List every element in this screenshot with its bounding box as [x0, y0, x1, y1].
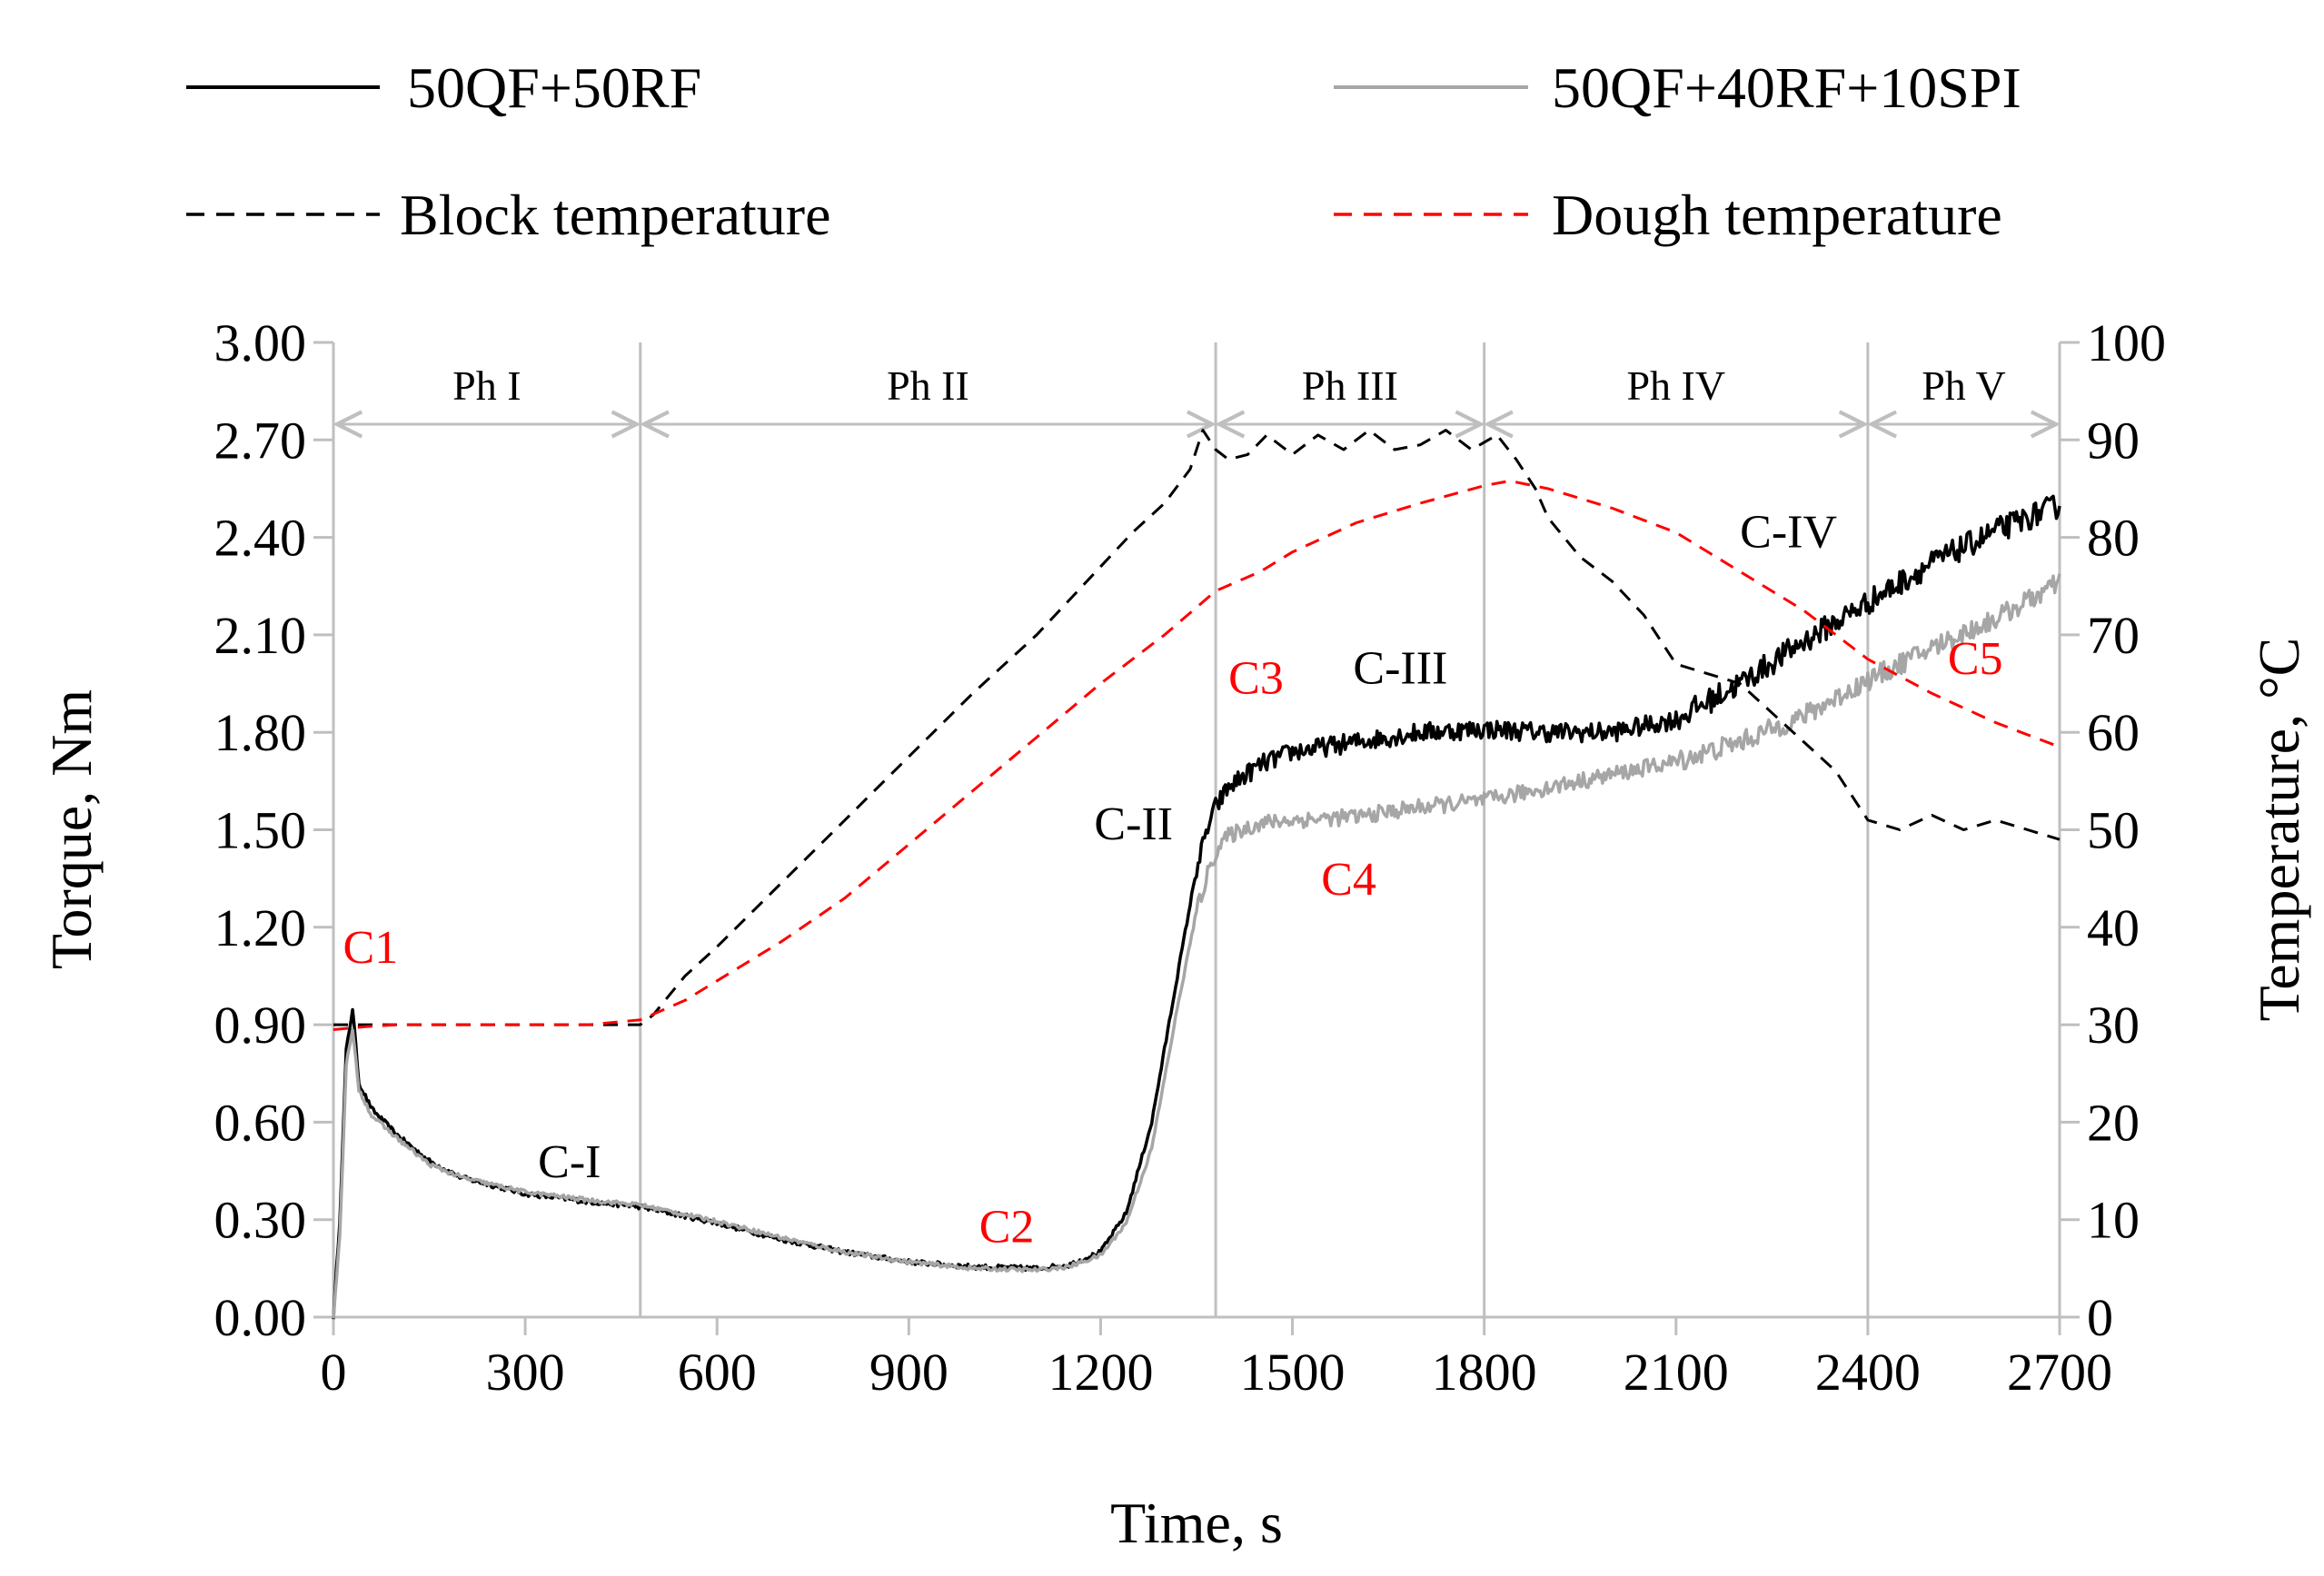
y-left-tick-label: 1.80	[214, 703, 307, 762]
annotation-label: C4	[1321, 854, 1376, 906]
y-axis-left-ticks: 0.00 0.30 0.60 0.90 1.20 1.50 1.80 2.10 2.40 2.70…	[214, 313, 333, 1347]
x-tick-label: 2100	[1624, 1343, 1729, 1402]
y-left-tick-label: 3.00	[214, 313, 307, 372]
y-right-tick-label: 10	[2087, 1191, 2140, 1250]
y-right-tick-label: 20	[2087, 1093, 2140, 1152]
phase-label: Ph II	[887, 362, 969, 409]
annotation-label: C5	[1948, 633, 2003, 685]
y-left-tick-label: 0.30	[214, 1191, 307, 1250]
y-left-tick-label: 0.60	[214, 1093, 307, 1152]
y-left-tick-label: 2.40	[214, 509, 307, 568]
x-axis-title: Time, s	[1110, 1491, 1283, 1555]
y-right-tick-label: 100	[2087, 313, 2166, 372]
phase-label: Ph V	[1922, 362, 2005, 409]
series-lines	[332, 429, 2061, 1320]
y-right-tick-label: 80	[2087, 509, 2140, 568]
y-axis-right-ticks: 0 10 20 30 40 50 60 70 80 90 100	[2060, 313, 2166, 1347]
legend: 50QF+50RF 50QF+40RF+10SPI Block temperat…	[186, 55, 2021, 247]
phase-markers: Ph I Ph II Ph III Ph IV Ph V	[337, 342, 2056, 1317]
x-tick-label: 2400	[1815, 1343, 1921, 1402]
y-left-tick-label: 2.10	[214, 606, 307, 665]
y-axis-left-title: Torque, Nm	[39, 689, 104, 969]
y-right-tick-label: 90	[2087, 411, 2140, 470]
series-line-block-temperature	[333, 429, 2061, 1026]
phase-label: Ph I	[452, 362, 521, 409]
y-axis-right-title: Temperature, °C	[2247, 638, 2311, 1022]
y-right-tick-label: 60	[2087, 703, 2140, 762]
x-tick-label: 1200	[1048, 1343, 1153, 1402]
annotations: C1 C-I C2 C-II C3 C-III C4 C-IV C5	[343, 506, 2003, 1253]
x-axis-ticks: 0 300 600 900 1200 1500 1800 2100 2400 2700	[321, 1317, 2112, 1402]
annotation-label: C3	[1228, 652, 1284, 704]
legend-item-block-temperature: Block temperature	[186, 183, 830, 247]
y-left-tick-label: 0.90	[214, 996, 307, 1055]
y-right-tick-label: 30	[2087, 996, 2140, 1055]
y-right-tick-label: 0	[2087, 1288, 2113, 1347]
annotation-label: C-II	[1094, 798, 1173, 850]
legend-label-dough-temperature: Dough temperature	[1552, 183, 2002, 247]
legend-label-50qf-50rf: 50QF+50RF	[407, 55, 701, 120]
y-right-tick-label: 70	[2087, 606, 2140, 665]
x-tick-label: 300	[486, 1343, 565, 1402]
x-tick-label: 1500	[1240, 1343, 1346, 1402]
annotation-label: C2	[979, 1202, 1035, 1254]
legend-item-50qf-40rf-10spi: 50QF+40RF+10SPI	[1334, 55, 2021, 120]
y-right-tick-label: 40	[2087, 898, 2140, 957]
y-left-tick-label: 0.00	[214, 1288, 307, 1347]
annotation-label: C-I	[538, 1136, 601, 1188]
annotation-label: C-IV	[1740, 506, 1837, 558]
y-left-tick-label: 1.20	[214, 898, 307, 957]
legend-item-dough-temperature: Dough temperature	[1334, 183, 2002, 247]
legend-label-50qf-40rf-10spi: 50QF+40RF+10SPI	[1552, 55, 2021, 120]
x-tick-label: 0	[321, 1343, 347, 1402]
x-tick-label: 900	[869, 1343, 948, 1402]
legend-item-50qf-50rf: 50QF+50RF	[186, 55, 701, 120]
x-tick-label: 1800	[1432, 1343, 1537, 1402]
y-left-tick-label: 1.50	[214, 801, 307, 860]
legend-label-block-temperature: Block temperature	[400, 183, 830, 247]
annotation-label: C-III	[1353, 643, 1447, 695]
series-line-50qf-40rf-10spi	[332, 573, 2061, 1319]
x-tick-label: 600	[678, 1343, 757, 1402]
annotation-label: C1	[343, 922, 399, 974]
y-right-tick-label: 50	[2087, 801, 2140, 860]
y-left-tick-label: 2.70	[214, 411, 307, 470]
phase-label: Ph IV	[1626, 362, 1725, 409]
x-tick-label: 2700	[2007, 1343, 2112, 1402]
series-line-dough-temperature	[333, 479, 2061, 1031]
phase-label: Ph III	[1302, 362, 1398, 409]
